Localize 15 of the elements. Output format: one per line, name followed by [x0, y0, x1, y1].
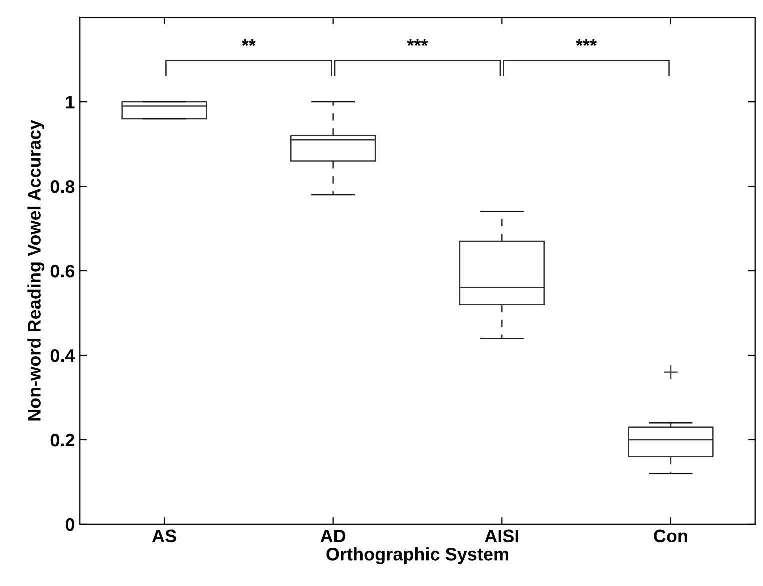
y-axis-title: Non-word Reading Vowel Accuracy: [28, 120, 45, 421]
y-tick-label: 1: [66, 96, 75, 109]
y-tick-label: 0.6: [50, 264, 75, 278]
annotation: **: [242, 39, 256, 46]
x-axis-title: Orthographic System: [326, 548, 508, 564]
x-tick-label: AS: [152, 530, 176, 543]
y-tick-label: 0.8: [50, 180, 75, 194]
y-tick-label: 0.2: [50, 434, 75, 447]
x-tick-label: AISI: [485, 530, 518, 543]
y-tick-label: 0: [66, 518, 75, 532]
y-tick-label: 0.4: [50, 349, 76, 362]
annotation: ***: [576, 39, 598, 46]
annotation: ***: [407, 39, 428, 46]
x-tick-label: Con: [654, 530, 688, 543]
x-tick-label: AD: [320, 530, 346, 542]
